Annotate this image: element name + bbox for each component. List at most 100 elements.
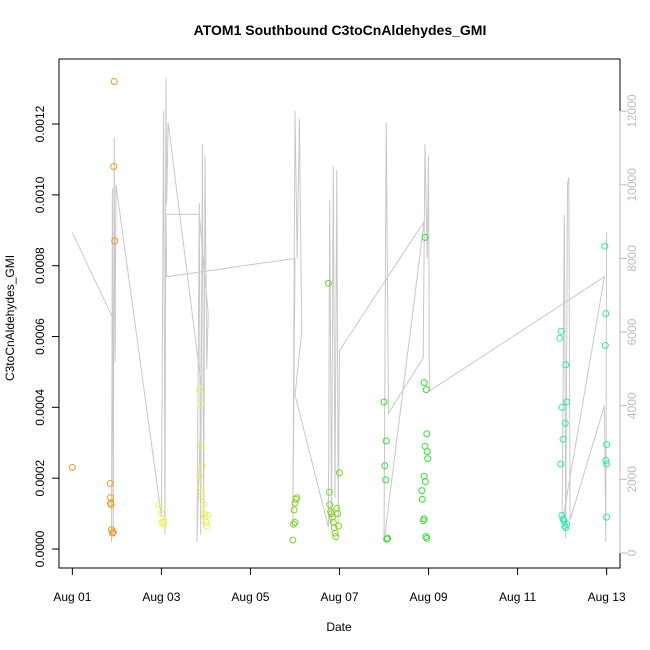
points-layer bbox=[68, 78, 611, 544]
data-point bbox=[420, 379, 428, 387]
y-tick-label: 0.0012 bbox=[33, 105, 47, 142]
data-point bbox=[290, 506, 298, 514]
data-point bbox=[602, 310, 610, 317]
x-axis-label: Date bbox=[326, 620, 352, 634]
data-point bbox=[558, 403, 566, 411]
y-tick-label: 0.0010 bbox=[33, 176, 47, 213]
data-point bbox=[160, 517, 168, 525]
data-point bbox=[421, 233, 429, 241]
y-tick-label: 0.0004 bbox=[33, 389, 47, 426]
x-tick-label: Aug 13 bbox=[588, 590, 626, 604]
y-axis: 0.0000 0.0002 0.0004 0.0006 0.0008 0.0010 0.00… bbox=[33, 105, 60, 567]
data-point bbox=[381, 462, 389, 470]
data-point bbox=[203, 522, 211, 530]
data-point bbox=[109, 528, 117, 536]
data-point bbox=[423, 534, 431, 542]
x-tick-label: Aug 05 bbox=[231, 590, 269, 604]
x-tick-label: Aug 07 bbox=[320, 590, 358, 604]
data-point bbox=[198, 442, 205, 450]
secondary-y-tick-label: 12000 bbox=[625, 94, 639, 128]
data-point bbox=[601, 242, 609, 250]
x-tick-label: Aug 03 bbox=[142, 590, 180, 604]
data-point bbox=[603, 460, 611, 468]
data-point bbox=[107, 494, 115, 502]
data-point bbox=[110, 78, 118, 85]
data-point bbox=[559, 435, 567, 443]
data-point bbox=[110, 163, 118, 170]
data-point bbox=[197, 483, 205, 491]
secondary-y-tick-label: 4000 bbox=[625, 392, 639, 419]
data-point bbox=[561, 419, 569, 427]
data-point bbox=[420, 472, 428, 480]
data-point bbox=[333, 504, 341, 512]
data-point bbox=[384, 534, 392, 542]
data-point bbox=[108, 529, 116, 537]
data-point bbox=[557, 460, 565, 468]
data-point bbox=[563, 398, 571, 406]
data-point bbox=[196, 472, 204, 480]
data-point bbox=[422, 386, 430, 394]
data-point bbox=[289, 536, 297, 544]
altitude-trace-layer bbox=[71, 77, 608, 543]
data-point bbox=[423, 430, 431, 438]
secondary-y-axis: 0 2000 4000 6000 8000 10000 12000 bbox=[619, 94, 639, 556]
y-tick-label: 0.0006 bbox=[33, 318, 47, 355]
data-point bbox=[603, 513, 611, 521]
data-point bbox=[197, 400, 205, 408]
data-point bbox=[68, 464, 76, 471]
x-tick-label: Aug 01 bbox=[53, 590, 91, 604]
data-point bbox=[106, 480, 114, 487]
x-tick-label: Aug 09 bbox=[410, 590, 448, 604]
data-point bbox=[603, 441, 611, 448]
data-point bbox=[195, 386, 203, 394]
x-axis: Aug 01 Aug 03 Aug 05 Aug 07 Aug 09 Aug 11 Aug … bbox=[53, 567, 626, 604]
y-axis-label: C3toCnAldehydes_GMI bbox=[3, 255, 17, 381]
data-point bbox=[383, 535, 391, 543]
data-point bbox=[380, 398, 388, 406]
data-point bbox=[601, 341, 609, 349]
data-point bbox=[332, 533, 340, 541]
data-point bbox=[336, 469, 343, 477]
secondary-y-tick-label: 2000 bbox=[625, 466, 639, 493]
data-point bbox=[155, 501, 163, 509]
chart-title: ATOM1 Southbound C3toCnAldehydes_GMI bbox=[194, 22, 487, 38]
data-point bbox=[424, 455, 432, 463]
data-point bbox=[200, 510, 208, 518]
data-point bbox=[335, 522, 343, 530]
data-point bbox=[157, 510, 165, 518]
data-point bbox=[418, 487, 426, 495]
data-point bbox=[291, 518, 299, 526]
data-point bbox=[330, 524, 338, 532]
secondary-y-tick-label: 6000 bbox=[625, 318, 639, 345]
data-point bbox=[200, 501, 208, 509]
data-point bbox=[328, 513, 336, 521]
x-tick-label: Aug 11 bbox=[499, 590, 536, 604]
data-point bbox=[418, 495, 426, 503]
data-point bbox=[602, 457, 610, 464]
data-point bbox=[293, 494, 301, 502]
secondary-y-tick-label: 10000 bbox=[625, 168, 639, 202]
secondary-y-tick-label: 8000 bbox=[625, 245, 639, 272]
data-point bbox=[325, 488, 333, 496]
data-point bbox=[324, 279, 332, 287]
data-point bbox=[111, 237, 119, 245]
data-point bbox=[290, 520, 298, 528]
data-point bbox=[382, 437, 390, 445]
plot-box bbox=[58, 58, 621, 569]
data-point bbox=[423, 448, 431, 456]
y-tick-label: 0.0008 bbox=[33, 247, 47, 284]
data-point bbox=[198, 462, 206, 470]
data-point bbox=[420, 515, 428, 523]
altitude-trace-line bbox=[71, 77, 608, 543]
data-point bbox=[382, 476, 390, 484]
data-point bbox=[334, 510, 342, 518]
data-point bbox=[556, 334, 564, 342]
data-point bbox=[204, 511, 212, 519]
data-point bbox=[563, 520, 571, 528]
data-point bbox=[107, 501, 115, 509]
data-point bbox=[331, 529, 339, 537]
data-point bbox=[326, 501, 334, 509]
data-point bbox=[198, 492, 205, 500]
data-point bbox=[562, 361, 570, 369]
